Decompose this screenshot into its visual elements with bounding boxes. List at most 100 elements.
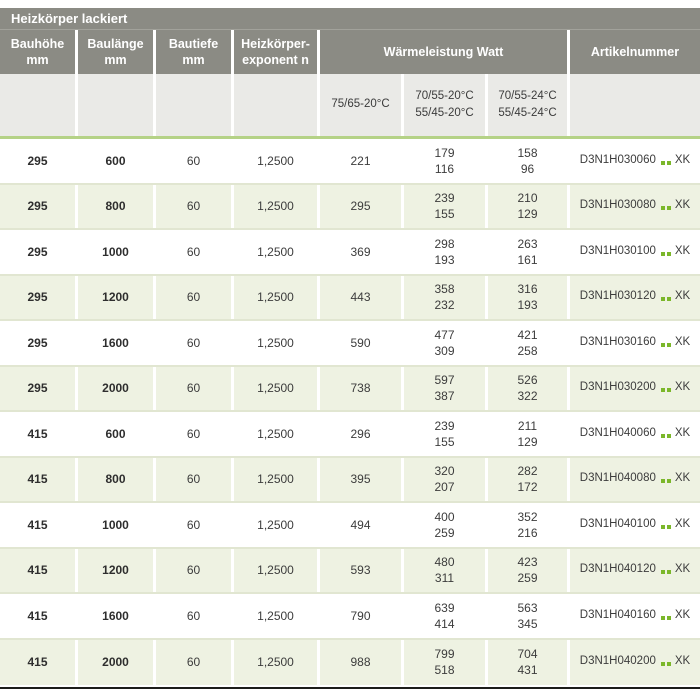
cell-watt-70-55-20: 320 207: [404, 457, 485, 501]
top-margin: [0, 0, 700, 8]
cell-baulaenge: 600: [78, 412, 153, 456]
cell-artikelnummer: D3N1H040080 XK: [570, 457, 700, 501]
cell-baulaenge: 1600: [78, 321, 153, 365]
cell-watt-70-55-24: 210 129: [488, 184, 567, 228]
subheader-empty-bautiefe: [156, 74, 231, 136]
cell-bautiefe: 60: [156, 503, 231, 547]
cell-bauhoehe: 295: [0, 366, 75, 410]
cell-watt-75-65: 494: [320, 503, 401, 547]
cell-watt-75-65: 295: [320, 184, 401, 228]
header-bautiefe: Bautiefe mm: [156, 30, 231, 74]
cell-bauhoehe: 415: [0, 503, 75, 547]
table-row: 295 600 60 1,2500 221 179 116 158 96 D3N1H…: [0, 139, 700, 185]
cell-bauhoehe: 415: [0, 548, 75, 592]
cell-watt-75-65: 738: [320, 366, 401, 410]
cell-artikelnummer: D3N1H030100 XK: [570, 230, 700, 274]
artikelnummer-suffix: XK: [674, 517, 691, 530]
artikelnummer-text: D3N1H040200: [579, 655, 656, 668]
cell-bautiefe: 60: [156, 548, 231, 592]
cell-artikelnummer: D3N1H040060 XK: [570, 412, 700, 456]
table-row: 295 1000 60 1,2500 369 298 193 263 161 D3N…: [0, 230, 700, 276]
table-row: 415 800 60 1,2500 395 320 207 282 172 D3N1…: [0, 457, 700, 503]
green-dots-icon: [660, 524, 671, 529]
cell-artikelnummer: D3N1H040120 XK: [570, 548, 700, 592]
cell-exponent: 1,2500: [234, 457, 317, 501]
cell-artikelnummer: D3N1H040160 XK: [570, 594, 700, 638]
artikelnummer-suffix: XK: [674, 335, 691, 348]
cell-watt-70-55-24: 704 431: [488, 639, 567, 685]
cell-watt-75-65: 443: [320, 275, 401, 319]
cell-baulaenge: 2000: [78, 639, 153, 685]
artikelnummer-text: D3N1H040100: [579, 517, 656, 530]
cell-bauhoehe: 295: [0, 321, 75, 365]
cell-watt-70-55-24: 563 345: [488, 594, 567, 638]
cell-watt-70-55-24: 316 193: [488, 275, 567, 319]
green-dots-icon: [660, 479, 671, 484]
artikelnummer-suffix: XK: [674, 426, 691, 439]
table-row: 295 1200 60 1,2500 443 358 232 316 193 D3N…: [0, 275, 700, 321]
table-row: 415 1600 60 1,2500 790 639 414 563 345 D3N…: [0, 594, 700, 640]
table-subheader-row: 75/65-20°C 70/55-20°C 55/45-20°C 70/55-2…: [0, 74, 700, 136]
cell-bautiefe: 60: [156, 457, 231, 501]
artikelnummer-suffix: XK: [674, 381, 691, 394]
cell-watt-75-65: 369: [320, 230, 401, 274]
artikelnummer-suffix: XK: [674, 153, 691, 166]
cell-watt-75-65: 593: [320, 548, 401, 592]
green-dots-icon: [660, 615, 671, 620]
header-bauhoehe: Bauhöhe mm: [0, 30, 75, 74]
cell-artikelnummer: D3N1H030120 XK: [570, 275, 700, 319]
green-dots-icon: [660, 342, 671, 347]
artikelnummer-text: D3N1H040160: [579, 608, 656, 621]
cell-bauhoehe: 295: [0, 139, 75, 183]
table-header-row: Bauhöhe mm Baulänge mm Bautiefe mm Heizk…: [0, 30, 700, 74]
cell-exponent: 1,2500: [234, 503, 317, 547]
artikelnummer-text: D3N1H040120: [579, 563, 656, 576]
cell-bautiefe: 60: [156, 366, 231, 410]
table-title: Heizkörper lackiert: [11, 11, 128, 26]
cell-watt-70-55-20: 480 311: [404, 548, 485, 592]
green-dots-icon: [660, 388, 671, 393]
cell-bautiefe: 60: [156, 639, 231, 685]
green-divider: [0, 136, 700, 139]
cell-watt-70-55-24: 421 258: [488, 321, 567, 365]
cell-exponent: 1,2500: [234, 639, 317, 685]
cell-artikelnummer: D3N1H040200 XK: [570, 639, 700, 685]
artikelnummer-text: D3N1H030100: [579, 244, 656, 257]
cell-watt-70-55-24: 352 216: [488, 503, 567, 547]
artikelnummer-suffix: XK: [674, 244, 691, 257]
subheader-empty-baulaenge: [78, 74, 153, 136]
cell-watt-75-65: 221: [320, 139, 401, 183]
cell-artikelnummer: D3N1H030160 XK: [570, 321, 700, 365]
subheader-empty-artikelnummer: [570, 74, 700, 136]
cell-watt-75-65: 590: [320, 321, 401, 365]
subheader-70-55-24: 70/55-24°C 55/45-24°C: [488, 74, 567, 136]
subheader-75-65: 75/65-20°C: [320, 74, 401, 136]
artikelnummer-suffix: XK: [674, 199, 691, 212]
cell-baulaenge: 800: [78, 184, 153, 228]
cell-baulaenge: 1600: [78, 594, 153, 638]
cell-watt-70-55-20: 239 155: [404, 184, 485, 228]
cell-baulaenge: 2000: [78, 366, 153, 410]
cell-bautiefe: 60: [156, 184, 231, 228]
cell-baulaenge: 1200: [78, 275, 153, 319]
cell-exponent: 1,2500: [234, 275, 317, 319]
cell-exponent: 1,2500: [234, 366, 317, 410]
cell-watt-70-55-20: 179 116: [404, 139, 485, 183]
cell-artikelnummer: D3N1H030200 XK: [570, 366, 700, 410]
cell-artikelnummer: D3N1H040100 XK: [570, 503, 700, 547]
cell-watt-70-55-20: 400 259: [404, 503, 485, 547]
table-row: 415 1000 60 1,2500 494 400 259 352 216 D3N…: [0, 503, 700, 549]
cell-watt-70-55-20: 298 193: [404, 230, 485, 274]
cell-watt-70-55-24: 526 322: [488, 366, 567, 410]
subheader-empty-bauhoehe: [0, 74, 75, 136]
artikelnummer-suffix: XK: [674, 563, 691, 576]
cell-watt-70-55-20: 477 309: [404, 321, 485, 365]
cell-baulaenge: 800: [78, 457, 153, 501]
subheader-empty-exponent: [234, 74, 317, 136]
green-dots-icon: [660, 206, 671, 211]
header-baulaenge: Baulänge mm: [78, 30, 153, 74]
cell-bauhoehe: 415: [0, 594, 75, 638]
cell-bauhoehe: 295: [0, 230, 75, 274]
cell-bauhoehe: 295: [0, 275, 75, 319]
cell-exponent: 1,2500: [234, 412, 317, 456]
